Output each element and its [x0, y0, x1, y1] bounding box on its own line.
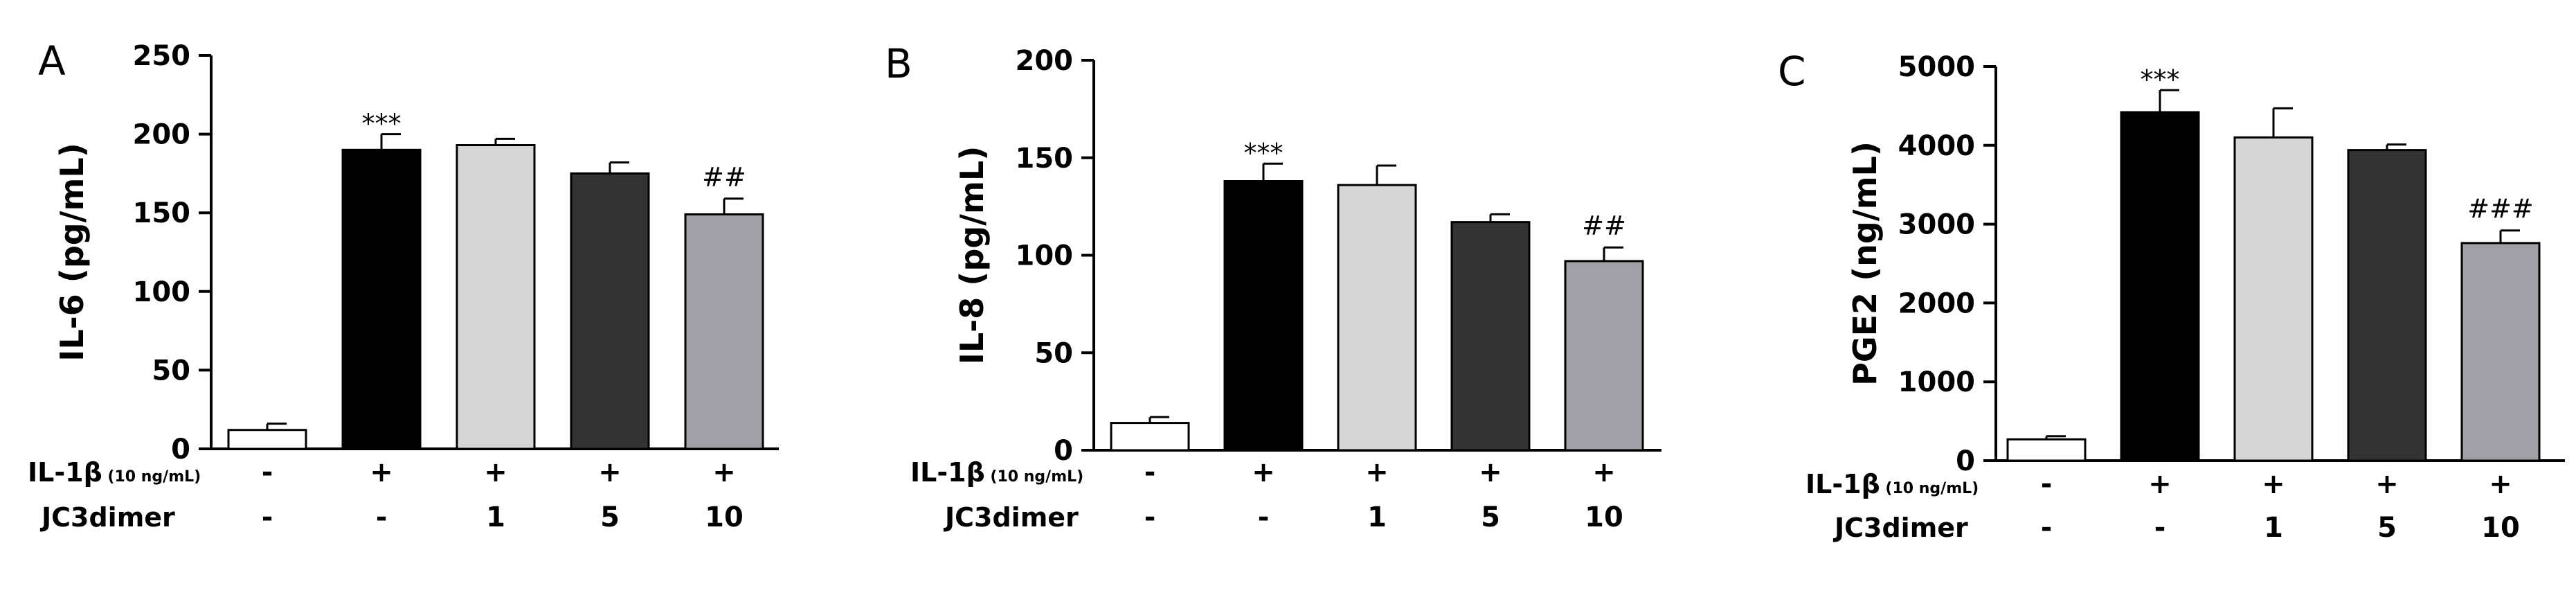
- treatment-cell: +: [1592, 456, 1616, 488]
- y-tick-label: 100: [1016, 240, 1074, 272]
- row-label: IL-1β (10 ng/mL): [910, 457, 1083, 488]
- row-label-main: IL-1β: [910, 457, 985, 488]
- significance-mark: ***: [1244, 138, 1284, 168]
- y-tick-label: 1000: [1898, 366, 1975, 398]
- row-label: JC3dimer: [1832, 513, 1968, 543]
- y-tick-label: 0: [1054, 435, 1073, 467]
- chart-panel-c: C PGE2 (ng/mL) 0 1000 2000 3000 4000 5000 *** ###…: [1778, 48, 2565, 544]
- bar: [456, 144, 536, 450]
- bar: [1110, 422, 1190, 452]
- treatment-cell: +: [712, 456, 736, 488]
- treatment-cell: 5: [600, 501, 620, 533]
- y-axis-label: IL-8 (pg/mL): [953, 146, 991, 365]
- row-label-unit: (10 ng/mL): [1880, 480, 1979, 497]
- treatment-cell: 1: [486, 501, 505, 533]
- significance-mark: ##: [702, 162, 746, 193]
- y-axis-label: IL-6 (pg/mL): [53, 143, 91, 362]
- bar: [227, 429, 307, 450]
- chart-panel-b: B IL-8 (pg/mL) 0 50 100 150 200 *** ## IL-1β (10 …: [885, 40, 1661, 533]
- y-tick-label: 250: [133, 40, 191, 72]
- y-tick-label: 4000: [1898, 130, 1975, 162]
- y-tick-label: 0: [1956, 445, 1975, 477]
- row-label: JC3dimer: [39, 502, 175, 533]
- y-tick-label: 5000: [1898, 51, 1975, 83]
- treatment-cell: 10: [2481, 512, 2520, 544]
- bar: [2347, 149, 2427, 462]
- treatment-cell: +: [598, 456, 622, 488]
- significance-mark: ***: [362, 109, 402, 139]
- y-tick-label: 200: [133, 119, 191, 151]
- treatment-cell: 10: [705, 501, 744, 533]
- treatment-cell: -: [262, 501, 273, 533]
- panel-letter: C: [1778, 48, 1806, 95]
- bar: [2006, 438, 2087, 462]
- treatment-cell: -: [1144, 501, 1156, 533]
- row-label-unit: (10 ng/mL): [985, 468, 1083, 486]
- treatment-cell: +: [1252, 456, 1275, 488]
- treatment-cell: -: [376, 501, 388, 533]
- bar: [2460, 242, 2541, 462]
- row-label-main: IL-1β: [28, 457, 102, 488]
- bar: [2120, 111, 2200, 462]
- significance-mark: ###: [2467, 194, 2534, 224]
- treatment-cell: -: [2154, 512, 2166, 544]
- row-label: JC3dimer: [943, 502, 1079, 533]
- bar: [1223, 180, 1304, 452]
- y-axis-label: PGE2 (ng/mL): [1846, 141, 1884, 386]
- bar: [2233, 136, 2314, 462]
- y-tick-label: 0: [171, 434, 190, 465]
- chart-panel-a: A IL-6 (pg/mL) 0 50 100 150 200 250 *** ## IL-1β (…: [28, 37, 779, 533]
- y-tick-label: 50: [152, 355, 190, 387]
- bar: [684, 213, 764, 450]
- treatment-cell: 1: [2264, 512, 2283, 544]
- treatment-cell: -: [2041, 468, 2053, 500]
- row-label-main: JC3dimer: [39, 502, 175, 533]
- row-label-unit: (10 ng/mL): [102, 468, 201, 486]
- treatment-cell: -: [2041, 512, 2053, 544]
- treatment-cell: +: [370, 456, 393, 488]
- panel-letter: B: [885, 40, 912, 87]
- treatment-cell: +: [1479, 456, 1502, 488]
- y-tick-label: 150: [1016, 143, 1074, 175]
- treatment-cell: +: [1365, 456, 1389, 488]
- treatment-cell: 10: [1585, 501, 1623, 533]
- bar: [570, 172, 650, 450]
- significance-mark: ##: [1582, 211, 1626, 241]
- y-tick-label: 3000: [1898, 209, 1975, 241]
- y-tick-label: 2000: [1898, 287, 1975, 319]
- y-tick-label: 200: [1016, 45, 1074, 77]
- treatment-cell: -: [262, 456, 273, 488]
- row-label-main: JC3dimer: [943, 502, 1079, 533]
- bar: [1564, 260, 1644, 452]
- treatment-cell: +: [2489, 468, 2512, 500]
- row-label: IL-1β (10 ng/mL): [28, 457, 201, 488]
- row-label-main: JC3dimer: [1832, 513, 1968, 543]
- treatment-cell: 1: [1367, 501, 1387, 533]
- significance-mark: ***: [2141, 64, 2180, 95]
- bar: [1337, 184, 1417, 452]
- treatment-cell: 5: [2377, 512, 2397, 544]
- treatment-cell: +: [2262, 468, 2285, 500]
- y-tick-label: 50: [1034, 337, 1073, 369]
- treatment-cell: -: [1144, 456, 1156, 488]
- row-label: IL-1β (10 ng/mL): [1805, 469, 1979, 499]
- bar: [341, 148, 422, 450]
- treatment-cell: +: [484, 456, 507, 488]
- treatment-cell: -: [1258, 501, 1270, 533]
- y-tick-label: 100: [133, 276, 191, 308]
- treatment-cell: 5: [1481, 501, 1500, 533]
- treatment-cell: +: [2148, 468, 2172, 500]
- y-tick-label: 150: [133, 197, 191, 229]
- panel-letter: A: [38, 37, 66, 85]
- bar: [1450, 221, 1531, 452]
- treatment-cell: +: [2375, 468, 2399, 500]
- row-label-main: IL-1β: [1805, 469, 1880, 499]
